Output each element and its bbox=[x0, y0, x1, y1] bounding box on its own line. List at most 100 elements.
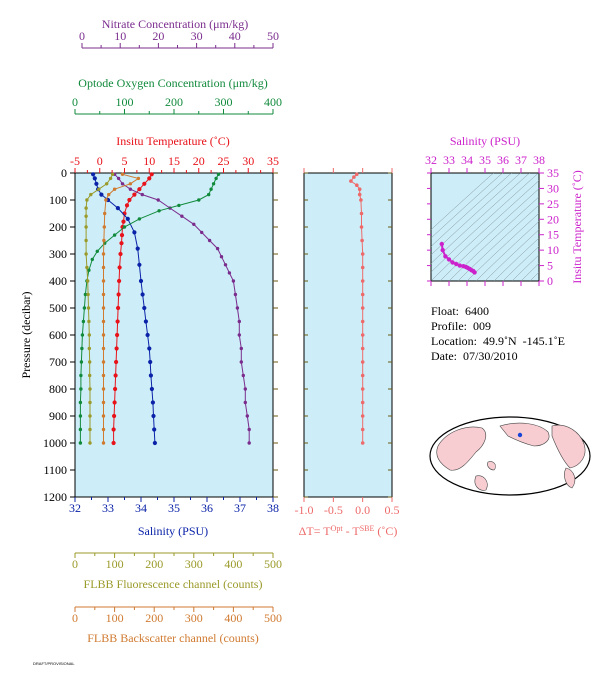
delta-t-point bbox=[360, 387, 365, 391]
ts-salinity-tick-label: 37 bbox=[515, 153, 527, 167]
profile-point bbox=[147, 346, 152, 351]
profile-point bbox=[104, 198, 108, 202]
salinity-tick-label: 35 bbox=[168, 501, 180, 515]
density-contour bbox=[493, 237, 539, 281]
ts-salinity-tick-label: 36 bbox=[497, 153, 509, 167]
delta-t-point bbox=[360, 427, 365, 432]
ts-panel bbox=[430, 172, 540, 282]
temperature-tick-label: 25 bbox=[218, 154, 230, 168]
profile-point bbox=[117, 265, 122, 270]
profile-point bbox=[180, 214, 184, 218]
profile-number: Profile: 009 bbox=[431, 319, 491, 333]
temperature-tick-label: 5 bbox=[122, 154, 128, 168]
profile-point bbox=[112, 400, 117, 405]
profile-point bbox=[115, 332, 120, 338]
density-contour bbox=[502, 246, 539, 281]
temperature-tick-label: 35 bbox=[267, 154, 279, 168]
profile-point bbox=[116, 292, 121, 297]
delta-t-tick-label: 0.5 bbox=[385, 503, 400, 517]
delta-t-marks bbox=[349, 172, 365, 445]
profile-point bbox=[101, 400, 106, 405]
profile-point bbox=[216, 172, 221, 176]
profile-point bbox=[223, 263, 228, 267]
density-contour bbox=[466, 212, 539, 281]
profile-point bbox=[119, 233, 125, 238]
delta-t-point bbox=[359, 225, 364, 229]
profile-point bbox=[110, 172, 115, 176]
profile-point bbox=[78, 414, 83, 418]
fluorescence-tick-label: 300 bbox=[185, 557, 203, 571]
ts-temperature-tick-label: 10 bbox=[547, 243, 559, 257]
ts-point bbox=[446, 257, 452, 262]
salinity-tick-label: 33 bbox=[102, 501, 114, 515]
ts-point bbox=[454, 261, 459, 267]
density-contour bbox=[439, 188, 539, 281]
profile-point bbox=[91, 172, 96, 177]
delta-t-point bbox=[360, 319, 365, 324]
profile-point bbox=[114, 359, 119, 365]
profile-point bbox=[125, 216, 130, 221]
pressure-tick-label: 300 bbox=[49, 247, 67, 261]
profile-point bbox=[92, 176, 97, 181]
profile-point bbox=[86, 292, 90, 297]
pressure-tick-label: 600 bbox=[49, 328, 67, 342]
pressure-tick-label: 0 bbox=[61, 166, 67, 180]
date: Date: 07/30/2010 bbox=[431, 349, 518, 363]
delta-t-point bbox=[352, 175, 356, 179]
ts-salinity-tick-label: 33 bbox=[443, 153, 455, 167]
delta-t-point bbox=[357, 187, 362, 191]
profile-point bbox=[177, 203, 181, 208]
profile-point bbox=[137, 187, 142, 192]
ts-salinity-label: Salinity (PSU) bbox=[450, 134, 520, 148]
profile-point bbox=[101, 252, 106, 256]
salinity-axis: 32 33 34 35 36 37 38 bbox=[69, 497, 279, 515]
temperature-axis-label: Insitu Temperature (˚C) bbox=[116, 134, 230, 148]
pressure-tick-label: 200 bbox=[49, 220, 67, 234]
density-contour bbox=[431, 180, 539, 281]
profile-point bbox=[215, 246, 220, 251]
profile-point bbox=[149, 386, 154, 392]
profile-point bbox=[114, 346, 119, 351]
profile-point bbox=[207, 192, 211, 197]
profile-point bbox=[79, 360, 84, 364]
delta-t-point bbox=[360, 400, 365, 405]
delta-t-point bbox=[360, 265, 365, 270]
profile-point bbox=[243, 400, 247, 405]
profile-point bbox=[231, 279, 236, 283]
profile-point bbox=[197, 198, 201, 202]
profile-point bbox=[88, 360, 92, 364]
ts-point bbox=[439, 241, 444, 247]
ts-salinity-tick-label: 34 bbox=[461, 153, 473, 167]
profile-point bbox=[117, 278, 122, 284]
oxygen-tick-label: 0 bbox=[72, 95, 78, 109]
profile-point bbox=[247, 427, 251, 432]
profile-point bbox=[84, 252, 88, 256]
profile-point bbox=[102, 225, 107, 229]
profile-point bbox=[99, 192, 104, 197]
profile-point bbox=[102, 238, 106, 243]
profile-point bbox=[207, 238, 212, 243]
ts-temperature-tick-label: 15 bbox=[547, 228, 559, 242]
delta-t-point bbox=[360, 360, 365, 364]
fluorescence-tick-label: 400 bbox=[224, 557, 242, 571]
density-contour bbox=[448, 196, 539, 281]
profile-point bbox=[101, 306, 106, 310]
pressure-tick-label: 500 bbox=[49, 301, 67, 315]
profile-point bbox=[121, 219, 126, 224]
ts-temperature-label: Insitu Temperature (˚C) bbox=[570, 170, 584, 284]
oxygen-tick-label: 300 bbox=[215, 95, 233, 109]
profile-point bbox=[101, 441, 106, 445]
density-contour bbox=[431, 173, 503, 239]
profile-point bbox=[135, 246, 140, 251]
profile-point bbox=[83, 292, 88, 297]
profile-point bbox=[88, 427, 92, 432]
delta-t-tick-label: -1.0 bbox=[295, 503, 314, 517]
profile-point bbox=[219, 255, 224, 259]
profile-point bbox=[132, 192, 137, 197]
profile-point bbox=[237, 333, 241, 337]
profile-point bbox=[107, 192, 111, 197]
profile-point bbox=[103, 211, 107, 216]
ts-salinity-tick-label: 35 bbox=[479, 153, 491, 167]
profile-point bbox=[101, 427, 106, 432]
profile-point bbox=[89, 192, 93, 197]
